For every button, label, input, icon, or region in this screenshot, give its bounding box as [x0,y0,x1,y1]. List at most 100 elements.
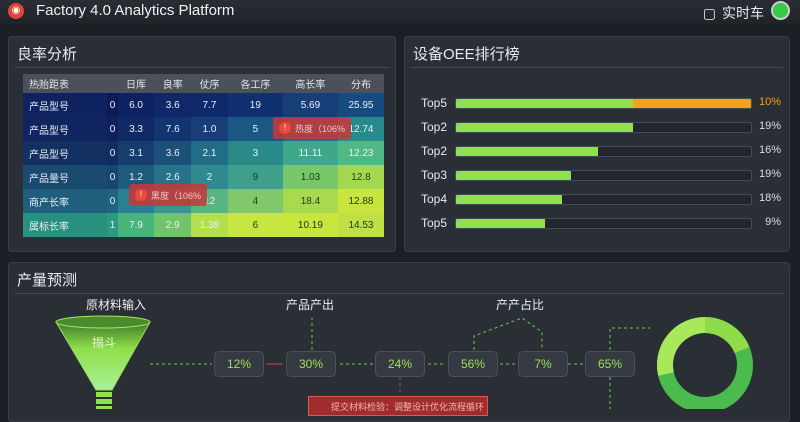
bar-label: Top5 [421,216,448,230]
warning-banner[interactable]: 提交材料检验：调整设计优化流程循环 [308,396,488,416]
flow-diagram [55,315,753,409]
oee-bar-row: Top4 18% [421,192,781,206]
column-header: 良率 [154,74,192,93]
heatmap-cell: 12.88 [337,189,384,213]
bar-track [455,146,752,157]
flow-node[interactable]: 30% [286,351,336,377]
bar-fill [456,123,633,132]
heatmap-cell: 9 [227,165,283,189]
tooltip-text: 黑度（106% [151,190,202,201]
flow-node[interactable]: 56% [448,351,498,377]
app-title: Factory 4.0 Analytics Platform [36,2,235,19]
funnel-label: 搨斗 [92,336,117,350]
flow-connectors [150,317,650,409]
table-row: 产品量号 0 1.2 2.6 2 9 1.03 12.8 [23,165,384,189]
heatmap-cell: 14.53 [337,213,384,237]
bar-label: Top3 [421,168,448,182]
flow-node[interactable]: 12% [214,351,264,377]
oee-bar-row: Top5 9% [421,216,781,230]
heatmap-cell: 7.7 [191,93,228,117]
table-row: 属标长率 1 7.9 2.9 1.38 6 10.19 14.53 [23,213,384,237]
bar-value: 19% [758,120,781,132]
bar-label: Top2 [421,120,448,134]
column-header: 热贻距表 [23,74,108,93]
bar-track [455,98,752,109]
heatmap-cell: 5.69 [282,93,338,117]
column-header: 高长率 [282,74,338,93]
top-bar: ◉ Factory 4.0 Analytics Platform ▢ 实时车 [0,0,800,24]
heatmap-cell: 7.9 [117,213,155,237]
tooltip: ! 热度（106% [273,117,352,139]
divider [411,67,783,68]
bar-fill [456,219,545,228]
column-header [107,74,118,93]
table-row: 产品型号 0 3.1 3.6 2.1 3 11.11 12.23 [23,141,384,165]
heatmap-cell: 3 [227,141,283,165]
heatmap-cell: 11.11 [282,141,338,165]
heatmap-cell: 1 [107,213,118,237]
heatmap-cell: 12.23 [337,141,384,165]
flow-node[interactable]: 24% [375,351,425,377]
heatmap-cell: 3.3 [117,117,155,141]
divider [15,293,783,294]
heatmap-cell: 19 [227,93,283,117]
row-label: 产品型号 [23,117,108,141]
row-label: 产品型号 [23,93,108,117]
heatmap-cell: 0 [107,117,118,141]
warning-text: 提交材料检验：调整设计优化流程循环 [331,402,485,412]
column-header: 各工序 [227,74,283,93]
heatmap-cell: 3.6 [154,141,192,165]
heatmap-cell: 6.0 [117,93,155,117]
heatmap-cell: 2.1 [191,141,228,165]
oee-bar-row: Top2 19% [421,120,781,134]
panel-title: 产量预测 [17,272,78,289]
heatmap-cell: 1.03 [282,165,338,189]
bar-value: 10% [758,96,781,108]
alert-icon: ! [279,122,291,134]
oee-bar-row: Top2 16% [421,144,781,158]
bar-fill [456,195,563,204]
bar-label: Top4 [421,192,448,206]
heatmap-cell: 0 [107,141,118,165]
column-header: 分布 [337,74,384,93]
column-header: 日厍 [117,74,155,93]
heatmap-cell: 0 [107,93,118,117]
bar-value: 18% [758,192,781,204]
oee-bar-row: Top5 10% [421,96,781,110]
heatmap-cell: 1.38 [191,213,228,237]
realtime-toggle[interactable]: ▢ 实时车 [703,3,764,23]
heatmap-cell: 0 [107,165,118,189]
heatmap-cell: 2.9 [154,213,192,237]
heatmap-cell: 25.95 [337,93,384,117]
heatmap-cell: 1.0 [191,117,228,141]
bell-icon: ▢ [702,4,716,21]
flow-label: 产产占比 [496,298,545,312]
yield-panel: 良率分析 热贻距表 日厍 良率 仗序 各工序 高长率 分布 产品型号 0 6.0 3.6 7.7 19 5… [8,36,396,252]
flow-node[interactable]: 7% [518,351,568,377]
realtime-label: 实时车 [722,5,764,21]
flow-label: 产品产出 [286,298,335,312]
bar-label: Top2 [421,144,448,158]
row-label: 产品量号 [23,165,108,189]
heatmap-cell: 4 [227,189,283,213]
row-label: 属标长率 [23,213,108,237]
row-label: 产品型号 [23,141,108,165]
tooltip: ! 黑度（106% [129,184,208,206]
bar-label: Top5 [421,96,448,110]
oee-bar-row: Top3 19% [421,168,781,182]
heatmap-cell: 10.19 [282,213,338,237]
heatmap-cell: 3.6 [154,93,192,117]
bar-fill [456,99,633,108]
table-row: 产品型号 0 6.0 3.6 7.7 19 5.69 25.95 [23,93,384,117]
bar-track [455,122,752,133]
heatmap-cell: 6 [227,213,283,237]
flow-node[interactable]: 65% [585,351,635,377]
bar-value: 16% [758,144,781,156]
flow-label: 原材料输入 [86,298,147,312]
heatmap-cell: 7.6 [154,117,192,141]
bar-track [455,218,752,229]
bar-track [455,170,752,181]
row-label: 商产长率 [23,189,108,213]
oee-panel: 设备OEE排行榜 Top5 10% Top2 19% Top2 16% Top3 19% Top… [404,36,790,252]
bar-value: 19% [758,168,781,180]
